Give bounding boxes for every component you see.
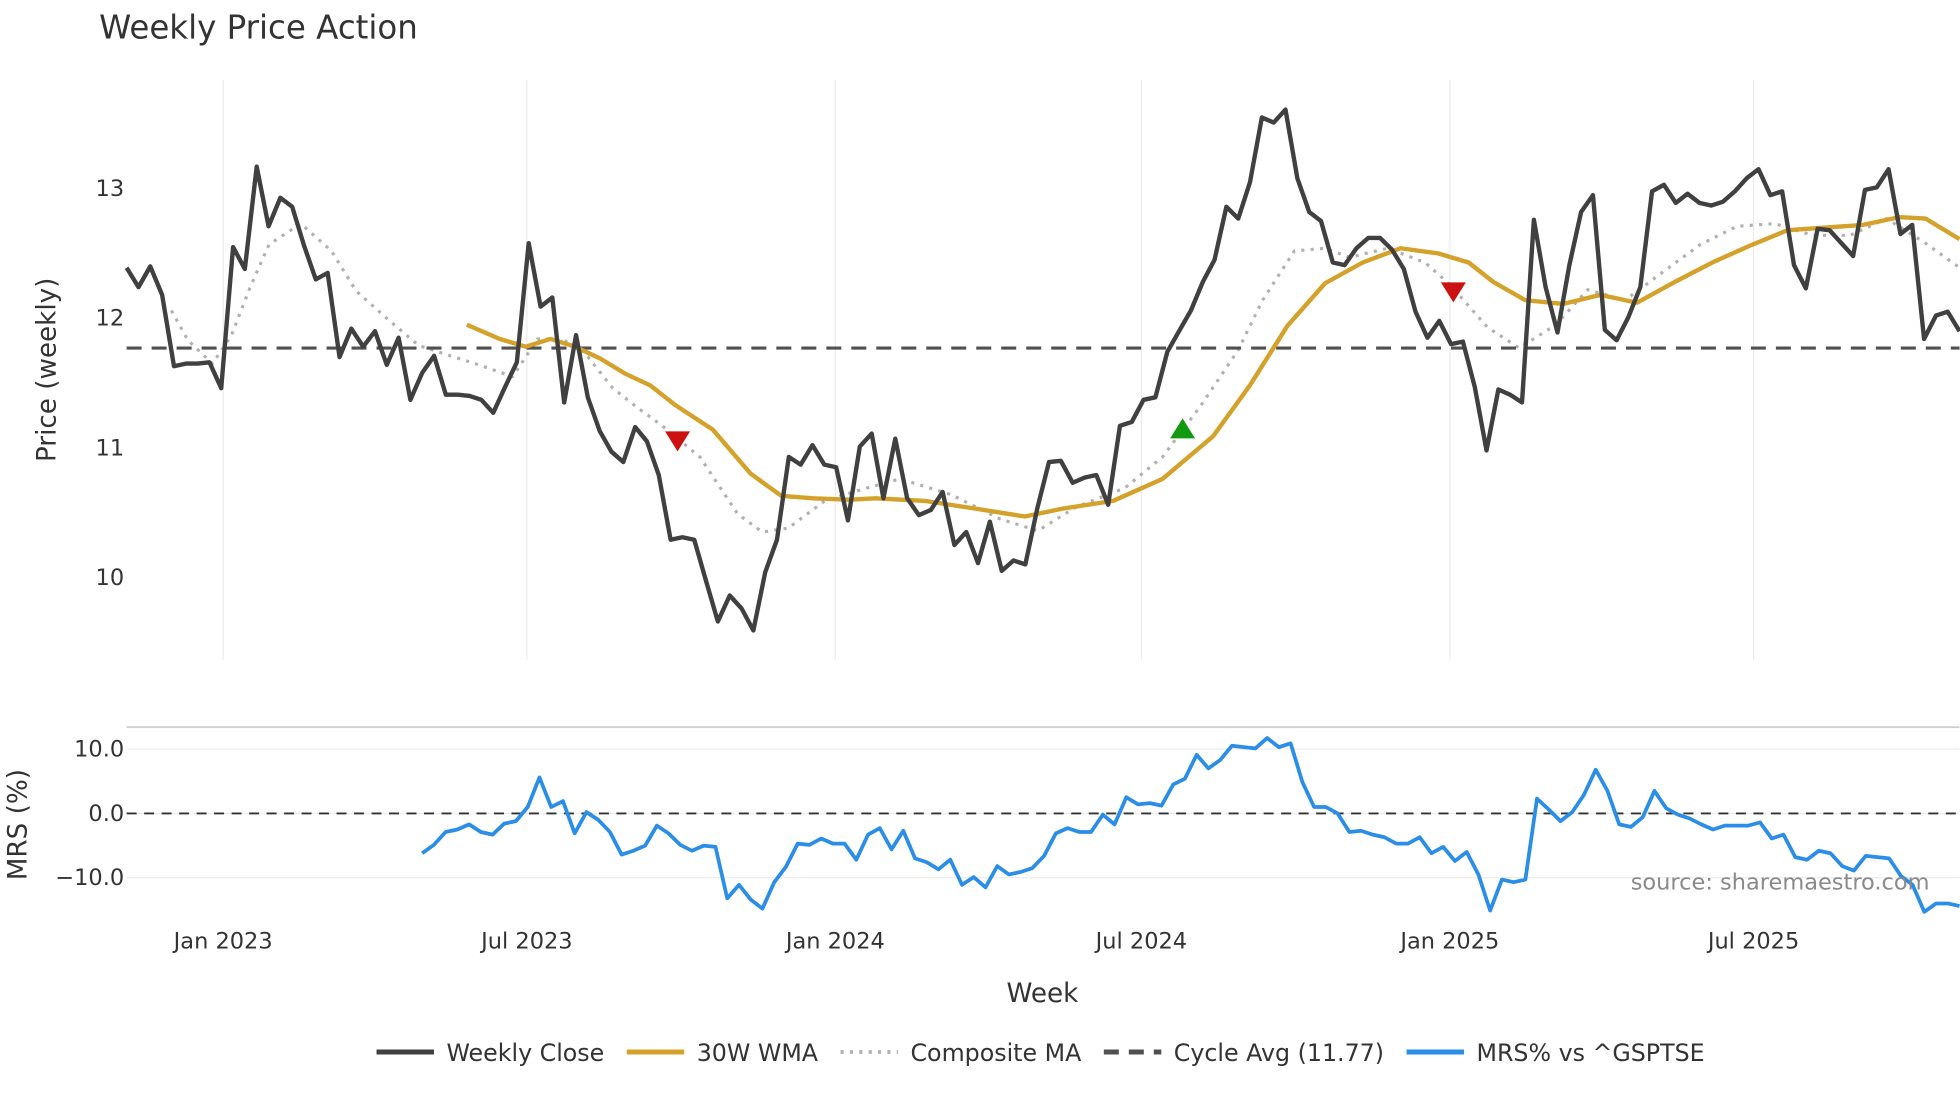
legend-item: 30W WMA <box>626 1039 819 1067</box>
y-axis-label-price: Price (weekly) <box>32 278 62 462</box>
legend-label: Cycle Avg (11.77) <box>1174 1039 1384 1067</box>
x-tick-label: Jan 2025 <box>1398 928 1499 954</box>
y-axis-label-mrs: MRS (%) <box>4 769 34 880</box>
x-tick-label: Jul 2024 <box>1094 928 1187 954</box>
mrs-line <box>421 736 1960 914</box>
legend-label: Composite MA <box>911 1039 1083 1067</box>
chart-title: Weekly Price Action <box>99 9 418 47</box>
x-tick-label: Jan 2023 <box>172 928 273 954</box>
y-tick-label-price: 11 <box>96 435 125 461</box>
legend: Weekly Close 30W WMA Composite MA Cycle Avg… <box>376 1039 1705 1067</box>
legend-item: Weekly Close <box>376 1039 604 1067</box>
y-tick-label-mrs: 0.0 <box>88 801 124 827</box>
legend-item: Cycle Avg (11.77) <box>1103 1039 1384 1067</box>
x-tick-label: Jul 2023 <box>479 928 572 954</box>
x-tick-label: Jan 2024 <box>784 928 885 954</box>
y-tick-label-mrs: −10.0 <box>55 865 124 891</box>
y-tick-label-price: 10 <box>96 565 125 591</box>
buy-signal-marker <box>1170 418 1196 439</box>
y-tick-label-price: 13 <box>96 176 125 202</box>
30w-wma-line <box>465 214 1960 519</box>
legend-label: Weekly Close <box>446 1039 604 1067</box>
sell-signal-marker <box>1440 282 1466 303</box>
y-tick-label-mrs: 10.0 <box>74 737 124 763</box>
legend-label: 30W WMA <box>697 1039 819 1067</box>
x-axis-label: Week <box>1007 979 1080 1009</box>
composite-ma-line <box>170 216 1960 534</box>
y-tick-label-price: 12 <box>96 306 125 332</box>
legend-label: MRS% vs ^GSPTSE <box>1476 1039 1704 1067</box>
sell-signal-marker <box>665 431 691 452</box>
legend-item: MRS% vs ^GSPTSE <box>1406 1039 1705 1067</box>
source-annotation: source: sharemaestro.com <box>1631 870 1930 896</box>
x-tick-label: Jul 2025 <box>1706 928 1799 954</box>
legend-item: Composite MA <box>840 1039 1083 1067</box>
weekly-close-line <box>124 107 1960 633</box>
